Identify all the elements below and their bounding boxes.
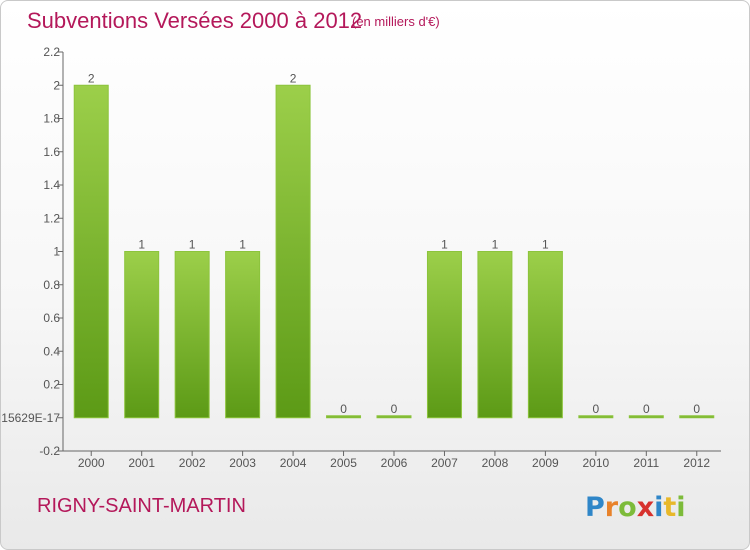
bar-value-label: 0 — [340, 402, 347, 416]
bar-value-label: 2 — [88, 71, 95, 85]
unit-note: (en milliers d'€) — [352, 14, 440, 29]
x-tick-label: 2000 — [78, 456, 105, 470]
chart-title: Subventions Versées 2000 à 2012 — [27, 8, 363, 33]
bar-value-label: 1 — [441, 238, 448, 252]
x-tick-label: 2006 — [381, 456, 408, 470]
bar-value-label: 1 — [492, 238, 499, 252]
x-tick-label: 2001 — [128, 456, 155, 470]
x-tick-label: 2003 — [229, 456, 256, 470]
bar-2001 — [124, 251, 160, 419]
bar-2011 — [628, 415, 664, 419]
x-tick-label: 2007 — [431, 456, 458, 470]
y-tick-label: 1 — [53, 245, 60, 259]
bar-value-label: 2 — [290, 71, 297, 85]
bar-2005 — [326, 415, 362, 419]
y-tick-label: 2 — [53, 78, 60, 92]
x-tick-label: 2009 — [532, 456, 559, 470]
x-tick-label: 2010 — [582, 456, 609, 470]
y-tick-label: 0.4 — [43, 344, 60, 358]
commune-name: RIGNY-SAINT-MARTIN — [37, 495, 246, 517]
bar-value-label: 0 — [391, 402, 398, 416]
y-tick-label: 1.8 — [43, 112, 60, 126]
bar-value-label: 1 — [138, 238, 145, 252]
bar-2008 — [477, 251, 513, 419]
y-tick-label: 0.8 — [43, 278, 60, 292]
bar-2004 — [275, 84, 311, 419]
bar-value-label: 1 — [542, 238, 549, 252]
y-tick-label: 1.2 — [43, 211, 60, 225]
y-tick-label: 0.6 — [43, 311, 60, 325]
bar-value-label: 0 — [593, 402, 600, 416]
bar-2010 — [578, 415, 614, 419]
bar-value-label: 0 — [643, 402, 650, 416]
y-tick-label: -15629E-17 — [1, 411, 60, 425]
bar-2002 — [174, 251, 210, 419]
x-tick-label: 2008 — [482, 456, 509, 470]
x-tick-label: 2011 — [633, 456, 659, 470]
x-tick-label: 2004 — [280, 456, 307, 470]
y-tick-label: 0.2 — [43, 378, 60, 392]
y-tick-label: 2.2 — [43, 45, 60, 59]
x-tick-label: 2012 — [683, 456, 710, 470]
x-tick-label: 2005 — [330, 456, 357, 470]
bar-2006 — [376, 415, 412, 419]
bar-2007 — [426, 251, 462, 419]
bar-2012 — [679, 415, 715, 419]
bar-value-label: 0 — [693, 402, 700, 416]
y-tick-label: -0.2 — [39, 444, 60, 458]
bar-2009 — [527, 251, 563, 419]
proxiti-logo[interactable]: Proxiti — [585, 488, 695, 524]
svg-text:Proxiti: Proxiti — [585, 492, 686, 523]
bar-2003 — [225, 251, 261, 419]
x-tick-label: 2002 — [179, 456, 206, 470]
bar-2000 — [73, 84, 109, 419]
y-tick-label: 1.6 — [43, 145, 60, 159]
bar-value-label: 1 — [239, 238, 246, 252]
y-tick-label: 1.4 — [43, 178, 60, 192]
bar-value-label: 1 — [189, 238, 196, 252]
